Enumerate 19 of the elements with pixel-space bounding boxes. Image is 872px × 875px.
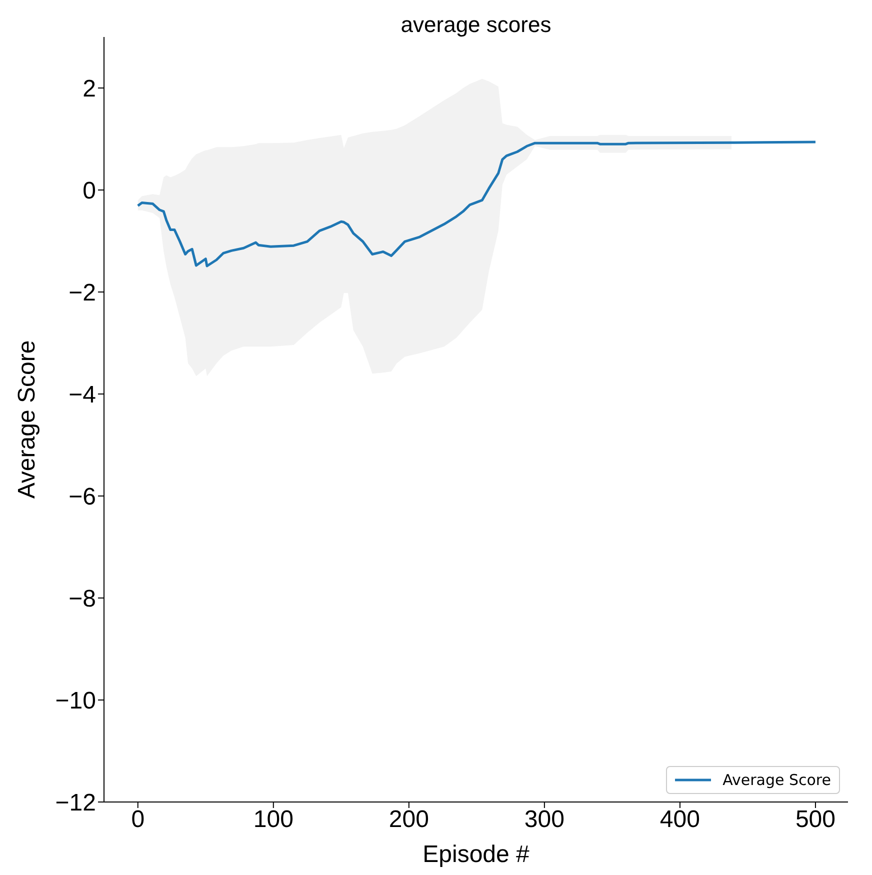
line-series [136, 140, 817, 268]
x-tick-label: 500 [795, 806, 836, 834]
y-tick-label: 0 [82, 178, 96, 205]
y-tick-label: −6 [68, 484, 96, 511]
chart-title: average scores [400, 12, 552, 38]
x-axis-title: Episode # [422, 841, 530, 868]
y-tick-label: −8 [68, 586, 96, 613]
x-tick-label: 100 [253, 806, 294, 834]
x-tick-label: 200 [388, 806, 429, 834]
x-tick-label: 300 [524, 806, 564, 834]
x-tick-label: 400 [660, 806, 700, 834]
x-tick-label: 0 [131, 806, 145, 834]
y-tick-label: −4 [68, 382, 96, 409]
y-tick-label: −10 [55, 688, 96, 715]
legend-label: Average Score [722, 771, 831, 789]
y-tick-label: −12 [55, 790, 96, 817]
y-tick-label: 2 [82, 76, 96, 103]
y-axis-title: Average Score [14, 340, 41, 499]
y-tick-label: −2 [68, 280, 96, 307]
